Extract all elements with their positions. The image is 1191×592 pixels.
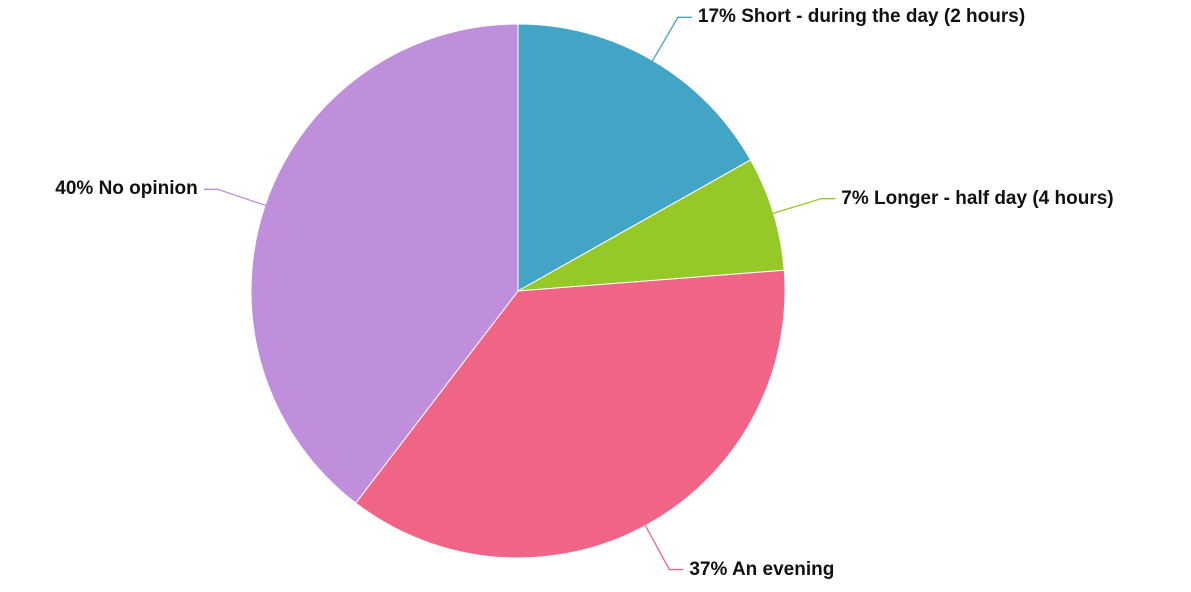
leader-line: [643, 522, 684, 571]
value-label: 37%: [689, 558, 728, 580]
value-label: 40%: [55, 178, 94, 200]
category-label: Short - during the day (2 hours): [741, 6, 1026, 28]
slice-label: 37% An evening: [689, 558, 834, 582]
value-label: 7%: [841, 187, 869, 209]
category-label: No opinion: [98, 178, 198, 200]
category-label: An evening: [731, 558, 835, 580]
leader-line: [203, 188, 269, 207]
leader-line: [770, 198, 836, 215]
category-label: Longer - half day (4 hours): [874, 187, 1114, 209]
slice-label: 40% No opinion: [55, 177, 198, 201]
slice-label: 7% Longer - half day (4 hours): [841, 187, 1113, 211]
value-label: 17%: [697, 6, 736, 28]
leader-line: [650, 16, 692, 64]
slice-label: 17% Short - during the day (2 hours): [698, 5, 1025, 29]
